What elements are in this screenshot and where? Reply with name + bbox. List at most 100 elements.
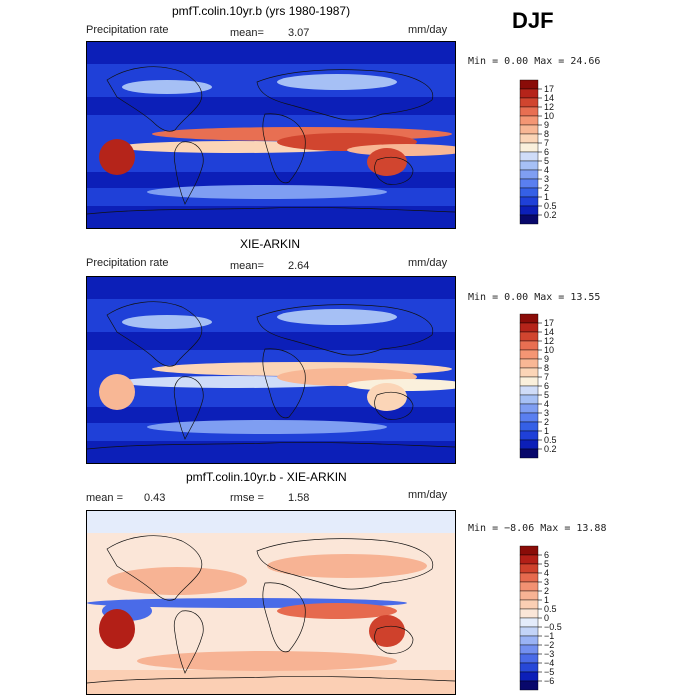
panel1-units: mm/day xyxy=(408,24,448,36)
panel1-colorbar-label: 5 xyxy=(544,156,549,166)
panel1-map xyxy=(86,41,456,229)
panel3-colorbar-label: −3 xyxy=(544,649,554,659)
panel3-colorbar-box xyxy=(519,572,539,583)
panel2-colorbar-box xyxy=(519,367,539,378)
panel2-colorbar-label: 17 xyxy=(544,318,554,328)
panel3-colorbar-label: 2 xyxy=(544,586,549,596)
panel3-title: pmfT.colin.10yr.b - XIE-ARKIN xyxy=(186,470,347,484)
panel3-coastline xyxy=(262,582,306,653)
panel1-colorbar-box xyxy=(519,214,539,225)
panel1-subtropic-north xyxy=(87,97,455,115)
panel1-storm-track-pacific xyxy=(277,74,397,90)
panel3-colorbar-label: −4 xyxy=(544,658,554,668)
panel2-coastline xyxy=(374,391,414,420)
panel2-colorbar-box xyxy=(519,439,539,450)
panel1-antarctic-band xyxy=(87,206,455,228)
panel1-colorbar-label: 1 xyxy=(544,192,549,202)
panel2-storm-track-atlantic xyxy=(122,315,212,329)
panel2-variable-label: Precipitation rate xyxy=(86,257,169,269)
panel1-colorbar-box xyxy=(519,115,539,126)
panel2-subtropic-north xyxy=(87,332,455,350)
panel3-minmax: Min = −8.06 Max = 13.88 xyxy=(468,523,607,534)
panel2-mean-label: mean= xyxy=(230,260,264,272)
panel3-colorbar-box xyxy=(519,590,539,601)
panel3-positive-bias-southern xyxy=(137,651,397,671)
panel2-colorbar-label: 5 xyxy=(544,390,549,400)
panel3-mean-value: 0.43 xyxy=(144,492,166,504)
panel1-colorbar-label: 10 xyxy=(544,111,554,121)
panel2-colorbar-label: 7 xyxy=(544,372,549,382)
panel3-coastline xyxy=(87,676,455,684)
panel3-coastline xyxy=(106,535,203,601)
panel3-colorbar-label: 5 xyxy=(544,559,549,569)
panel3-colorbar-box xyxy=(519,671,539,682)
panel1-colorbar-label: 9 xyxy=(544,120,549,130)
panel1-colorbar-box xyxy=(519,205,539,216)
panel1-colorbar-box xyxy=(519,196,539,207)
panel1-colorbar-label: 17 xyxy=(544,84,554,94)
panel3-units: mm/day xyxy=(408,489,448,501)
panel2-colorbar-box xyxy=(519,376,539,387)
panel2-colorbar-label: 0.5 xyxy=(544,435,557,445)
panel3-coastline xyxy=(374,625,414,654)
panel1-south-america-rain xyxy=(367,148,407,176)
panel2-colorbar-box xyxy=(519,430,539,441)
panel2-colorbar-label: 4 xyxy=(544,399,549,409)
panel1-colorbar-box xyxy=(519,187,539,198)
panel3-coastline xyxy=(256,538,434,590)
panel1-mean-value: 3.07 xyxy=(288,27,310,39)
panel1-colorbar: 17 14 12 10 9 8 7 6 5 4 3 2 1 0.5 0.2 xyxy=(518,79,578,228)
panel3-colorbar-box xyxy=(519,635,539,646)
panel2-africa-rain xyxy=(99,374,135,410)
panel2-mean-value: 2.64 xyxy=(288,260,310,272)
panel2-colorbar-box xyxy=(519,331,539,342)
panel2-colorbar: 17 14 12 10 9 8 7 6 5 4 3 2 1 0.5 0.2 xyxy=(518,313,578,462)
panel1-colorbar-box xyxy=(519,151,539,162)
panel1-colorbar-box xyxy=(519,142,539,153)
panel1-subtropic-south xyxy=(87,172,455,188)
panel2-colorbar-box xyxy=(519,394,539,405)
panel3-colorbar-label: −5 xyxy=(544,667,554,677)
panel3-coastline xyxy=(173,610,204,674)
panel3-colorbar-label: −0.5 xyxy=(544,622,562,632)
panel3-rmse-value: 1.58 xyxy=(288,492,310,504)
panel2-colorbar-label: 9 xyxy=(544,354,549,364)
panel1-coastline xyxy=(173,141,204,205)
panel2-colorbar-box xyxy=(519,349,539,360)
panel3-colorbar-label: 1 xyxy=(544,595,549,605)
panel3-colorbar: 6 5 4 3 2 1 0.5 0 −0.5 −1 −2 −3 −4 −5 −6 xyxy=(518,545,578,694)
panel2-map-svg xyxy=(87,277,455,463)
panel2-arctic-band xyxy=(87,277,455,299)
panel2-coastline xyxy=(262,348,306,419)
panel2-colorbar-label: 8 xyxy=(544,363,549,373)
panel1-colorbar-label: 3 xyxy=(544,174,549,184)
panel3-arctic-band xyxy=(87,511,455,533)
panel1-colorbar-box xyxy=(519,88,539,99)
panel2-storm-track-southern xyxy=(147,420,387,434)
panel1-colorbar-box xyxy=(519,169,539,180)
panel1-colorbar-box xyxy=(519,124,539,135)
panel3-colorbar-box xyxy=(519,581,539,592)
panel3-rmse-label: rmse = xyxy=(230,492,264,504)
panel2-colorbar-box xyxy=(519,412,539,423)
panel3-colorbar-label: −1 xyxy=(544,631,554,641)
panel3-colorbar-label: −2 xyxy=(544,640,554,650)
panel1-colorbar-label: 14 xyxy=(544,93,554,103)
panel2-coastline xyxy=(173,376,204,440)
panel1-colorbar-label: 0.2 xyxy=(544,210,557,220)
panel2-colorbar-box xyxy=(519,403,539,414)
panel2-coastline xyxy=(106,301,203,367)
panel2-subtropic-south xyxy=(87,407,455,423)
panel1-colorbar-label: 2 xyxy=(544,183,549,193)
panel2-coastline xyxy=(87,442,455,450)
panel1-colorbar-label: 12 xyxy=(544,102,554,112)
panel1-coastline xyxy=(87,207,455,215)
panel2-colorbar-box xyxy=(519,385,539,396)
panel3-colorbar-box xyxy=(519,608,539,619)
panel3-colorbar-label: 0 xyxy=(544,613,549,623)
panel2-south-america-rain xyxy=(367,383,407,411)
panel1-coastline xyxy=(374,156,414,185)
panel2-minmax: Min = 0.00 Max = 13.55 xyxy=(468,292,601,303)
panel2-colorbar-label: 6 xyxy=(544,381,549,391)
